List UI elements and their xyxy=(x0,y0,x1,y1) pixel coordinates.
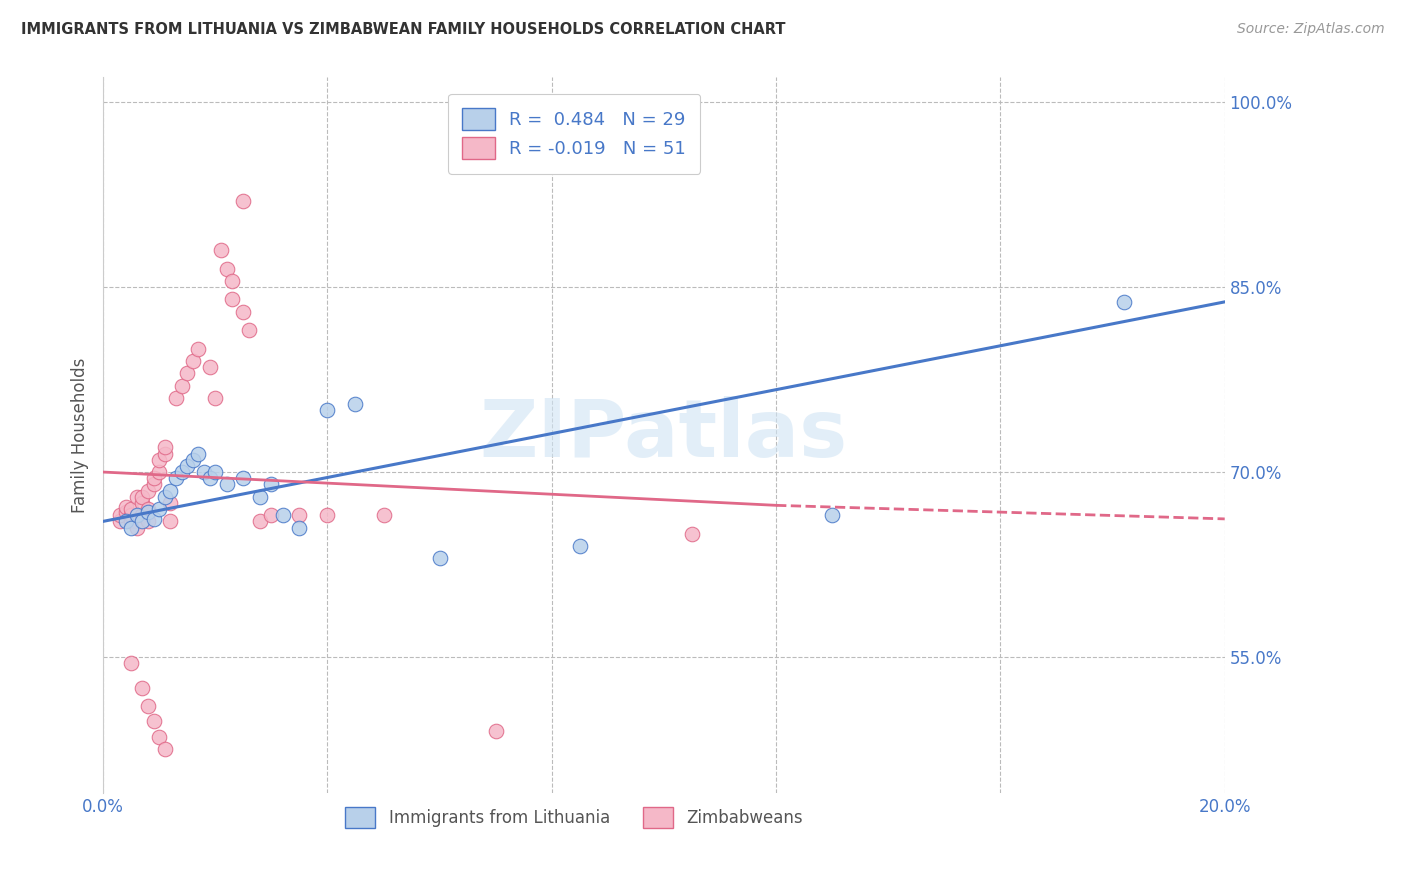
Point xyxy=(215,261,238,276)
Point xyxy=(136,502,159,516)
Point xyxy=(165,391,187,405)
Point xyxy=(159,496,181,510)
Point xyxy=(114,514,136,528)
Point xyxy=(204,465,226,479)
Point xyxy=(344,397,367,411)
Point xyxy=(288,520,311,534)
Point xyxy=(232,304,254,318)
Point xyxy=(142,477,165,491)
Point xyxy=(131,681,153,695)
Point xyxy=(136,483,159,498)
Point xyxy=(120,656,142,670)
Point xyxy=(170,465,193,479)
Point xyxy=(153,742,176,756)
Point xyxy=(136,699,159,714)
Point xyxy=(136,504,159,518)
Point xyxy=(238,323,260,337)
Point xyxy=(209,243,232,257)
Point xyxy=(148,730,170,744)
Point xyxy=(181,354,204,368)
Point xyxy=(193,465,215,479)
Point xyxy=(142,471,165,485)
Point xyxy=(120,508,142,523)
Point xyxy=(108,514,131,528)
Point xyxy=(221,293,243,307)
Point xyxy=(232,194,254,208)
Point xyxy=(373,508,395,523)
Point xyxy=(198,360,221,375)
Point xyxy=(485,724,508,739)
Point xyxy=(198,471,221,485)
Point xyxy=(187,446,209,460)
Point xyxy=(148,502,170,516)
Point xyxy=(142,714,165,728)
Point xyxy=(260,477,283,491)
Point xyxy=(142,512,165,526)
Point xyxy=(316,403,339,417)
Point xyxy=(153,490,176,504)
Point xyxy=(131,490,153,504)
Point xyxy=(153,446,176,460)
Point xyxy=(131,496,153,510)
Point xyxy=(260,508,283,523)
Point xyxy=(170,378,193,392)
Point xyxy=(249,490,271,504)
Point xyxy=(114,504,136,518)
Point xyxy=(249,514,271,528)
Point xyxy=(271,508,294,523)
Point xyxy=(120,520,142,534)
Point xyxy=(176,367,198,381)
Point xyxy=(568,539,591,553)
Point xyxy=(429,551,451,566)
Point xyxy=(288,508,311,523)
Point xyxy=(136,514,159,528)
Point xyxy=(159,483,181,498)
Point xyxy=(125,490,148,504)
Point xyxy=(125,520,148,534)
Point xyxy=(176,458,198,473)
Point xyxy=(316,508,339,523)
Point xyxy=(232,471,254,485)
Point xyxy=(215,477,238,491)
Point xyxy=(131,508,153,523)
Point xyxy=(131,514,153,528)
Point xyxy=(165,471,187,485)
Text: Source: ZipAtlas.com: Source: ZipAtlas.com xyxy=(1237,22,1385,37)
Point xyxy=(181,452,204,467)
Point xyxy=(1112,294,1135,309)
Point xyxy=(821,508,844,523)
Point xyxy=(125,514,148,528)
Point xyxy=(125,508,148,523)
Point xyxy=(153,441,176,455)
Point xyxy=(221,274,243,288)
Point xyxy=(681,526,703,541)
Point xyxy=(108,508,131,523)
Y-axis label: Family Households: Family Households xyxy=(72,358,89,513)
Text: ZIPatlas: ZIPatlas xyxy=(479,396,848,474)
Text: IMMIGRANTS FROM LITHUANIA VS ZIMBABWEAN FAMILY HOUSEHOLDS CORRELATION CHART: IMMIGRANTS FROM LITHUANIA VS ZIMBABWEAN … xyxy=(21,22,786,37)
Point xyxy=(148,465,170,479)
Point xyxy=(120,514,142,528)
Point xyxy=(148,452,170,467)
Point xyxy=(204,391,226,405)
Point xyxy=(159,514,181,528)
Legend: Immigrants from Lithuania, Zimbabweans: Immigrants from Lithuania, Zimbabweans xyxy=(339,801,810,834)
Point xyxy=(114,500,136,514)
Point xyxy=(187,342,209,356)
Point xyxy=(120,502,142,516)
